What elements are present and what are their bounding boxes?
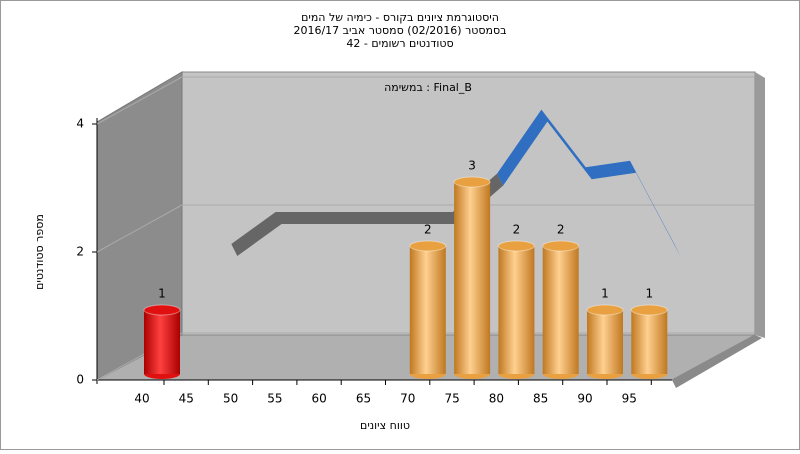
data-label: 1: [601, 287, 609, 301]
bar-top: [409, 240, 447, 252]
x-tick-label: 85: [533, 392, 548, 406]
x-tick-label: 70: [400, 392, 415, 406]
data-label: 1: [158, 287, 166, 301]
bar: [409, 246, 446, 374]
data-label: 2: [424, 223, 432, 237]
bar-top: [497, 240, 535, 252]
bar: [498, 246, 535, 374]
title-line: סטודנטים רשומים - 42: [346, 37, 453, 50]
x-tick-label: 60: [312, 392, 327, 406]
x-tick-label: 50: [223, 392, 238, 406]
curve-ribbon: [231, 173, 504, 256]
grid-line: [96, 76, 183, 125]
x-tick-label: 90: [577, 392, 592, 406]
subtitle: במשימה : Final_B: [384, 81, 472, 94]
data-label: 3: [468, 159, 476, 173]
bar-top: [143, 304, 181, 316]
x-tick-label: 55: [267, 392, 282, 406]
bar: [144, 310, 180, 374]
x-tick-label: 65: [356, 392, 371, 406]
y-tick-label: 2: [76, 245, 84, 259]
bar-top: [630, 304, 668, 316]
title-line: בסמסטר (02/2016) סמסטר אביב 2016/17: [293, 24, 506, 37]
title-line: היסטוגרמת ציונים בקורס - כימיה של המים: [301, 11, 499, 24]
x-tick-label: 80: [489, 392, 504, 406]
bar: [542, 246, 579, 374]
x-tick-label: 45: [179, 392, 194, 406]
bar: [631, 310, 668, 374]
bar: [587, 310, 623, 374]
x-axis-label: טווח ציונים: [360, 419, 410, 432]
bar-top: [586, 304, 624, 316]
back-wall-side: [755, 72, 765, 338]
x-tick-label: 95: [622, 392, 637, 406]
bar: [454, 182, 491, 374]
y-tick-label: 4: [76, 117, 84, 131]
grid-line: [96, 204, 183, 253]
x-tick-label: 40: [134, 392, 149, 406]
data-label: 1: [645, 287, 653, 301]
y-axis-label: מספר סטודנטים: [33, 214, 46, 290]
floor-side: [672, 335, 762, 388]
y-tick-label: 0: [76, 373, 84, 387]
bar-top: [542, 240, 580, 252]
bar-top: [453, 176, 491, 188]
data-label: 2: [513, 223, 521, 237]
x-tick-label: 75: [444, 392, 459, 406]
data-label: 2: [557, 223, 565, 237]
